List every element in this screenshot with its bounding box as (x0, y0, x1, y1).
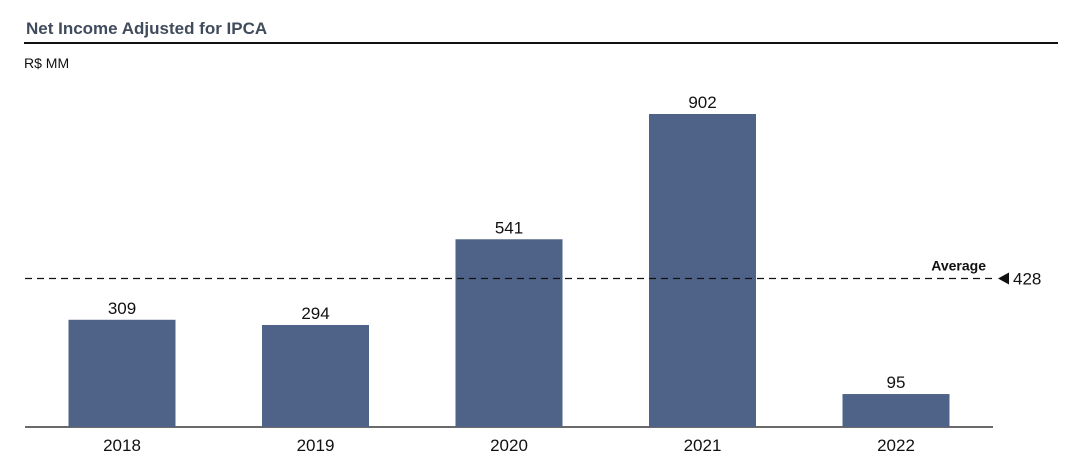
bar-value-label: 902 (688, 93, 716, 112)
x-tick-label: 2022 (877, 436, 915, 455)
bar-value-label: 541 (495, 218, 523, 237)
bar-value-label: 309 (108, 299, 136, 318)
average-value-label: 428 (1013, 269, 1041, 288)
x-tick-label: 2018 (103, 436, 141, 455)
title-divider (24, 42, 1058, 44)
bars-group: 309 2018 294 2019 541 2020 902 2021 95 2022 (68, 93, 950, 455)
x-tick-label: 2020 (490, 436, 528, 455)
average-label: Average (931, 257, 986, 273)
bar-2019 (262, 324, 369, 427)
bar-2021 (649, 114, 756, 427)
bar-value-label: 95 (887, 373, 906, 392)
average-group: Average 428 (25, 257, 1041, 288)
bar-2022 (842, 394, 950, 427)
unit-label: R$ MM (24, 55, 70, 71)
average-marker-icon (998, 272, 1009, 285)
bar-2020 (455, 239, 563, 427)
chart-title: Net Income Adjusted for IPCA (26, 19, 268, 38)
x-tick-label: 2021 (684, 436, 722, 455)
x-tick-label: 2019 (297, 436, 335, 455)
bar-value-label: 294 (301, 304, 329, 323)
bar-2018 (68, 319, 176, 427)
